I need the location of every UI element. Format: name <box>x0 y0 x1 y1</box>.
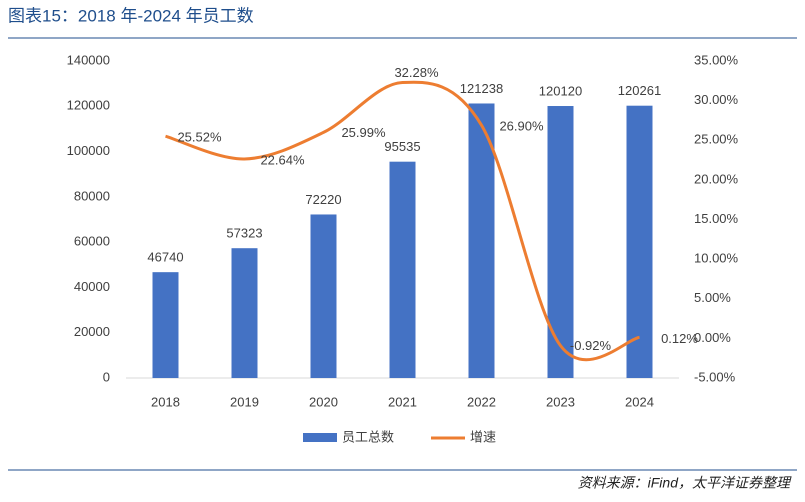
bar <box>626 105 653 378</box>
bar <box>152 272 179 378</box>
line-label: -0.92% <box>570 338 612 353</box>
bar <box>389 161 416 378</box>
line-label: 22.64% <box>260 152 305 167</box>
y2-tick-label: 5.00% <box>694 290 731 305</box>
source: 资料来源：iFind，太平洋证券整理 <box>578 475 792 491</box>
y-tick-label: 20000 <box>74 324 110 339</box>
x-tick-label: 2021 <box>388 394 417 409</box>
bar-label: 120120 <box>539 83 582 98</box>
line-label: 32.28% <box>394 65 439 80</box>
y2-tick-label: 15.00% <box>694 211 739 226</box>
legend-label: 增速 <box>470 429 496 444</box>
x-tick-label: 2022 <box>467 394 496 409</box>
x-tick-label: 2024 <box>625 394 654 409</box>
bar-label: 72220 <box>305 192 341 207</box>
bar-label: 46740 <box>147 250 183 265</box>
y-tick-label: 120000 <box>67 98 110 113</box>
y2-tick-label: 10.00% <box>694 251 739 266</box>
bar-label: 95535 <box>384 139 420 154</box>
bar <box>231 248 258 378</box>
y2-tick-label: -5.00% <box>694 369 736 384</box>
x-tick-label: 2018 <box>151 394 180 409</box>
bar-label: 121238 <box>460 81 503 96</box>
y-tick-label: 80000 <box>74 188 110 203</box>
y-tick-label: 140000 <box>67 52 110 67</box>
line-label: 25.99% <box>341 125 386 140</box>
y2-tick-label: 20.00% <box>694 171 739 186</box>
y-tick-label: 60000 <box>74 234 110 249</box>
x-tick-label: 2023 <box>546 394 575 409</box>
y2-tick-label: 25.00% <box>694 132 739 147</box>
y2-tick-label: 35.00% <box>694 52 739 67</box>
y-tick-label: 40000 <box>74 279 110 294</box>
bar-label: 120261 <box>618 83 661 98</box>
y2-tick-label: 30.00% <box>694 92 739 107</box>
y-tick-label: 100000 <box>67 143 110 158</box>
y-tick-label: 0 <box>103 369 110 384</box>
x-tick-label: 2020 <box>309 394 338 409</box>
line <box>165 80 640 362</box>
line-label: 25.52% <box>177 130 222 145</box>
bar <box>468 103 495 378</box>
y2-tick-label: 0.00% <box>694 330 731 345</box>
legend-label: 员工总数 <box>342 429 394 444</box>
bar <box>310 214 337 378</box>
chart-title: 图表15：2018 年-2024 年员工数 <box>8 6 254 25</box>
x-tick-label: 2019 <box>230 394 259 409</box>
line-label: 0.12% <box>661 331 698 346</box>
line-label: 26.90% <box>499 119 544 134</box>
legend-swatch <box>303 433 337 442</box>
bar-label: 57323 <box>226 226 262 241</box>
